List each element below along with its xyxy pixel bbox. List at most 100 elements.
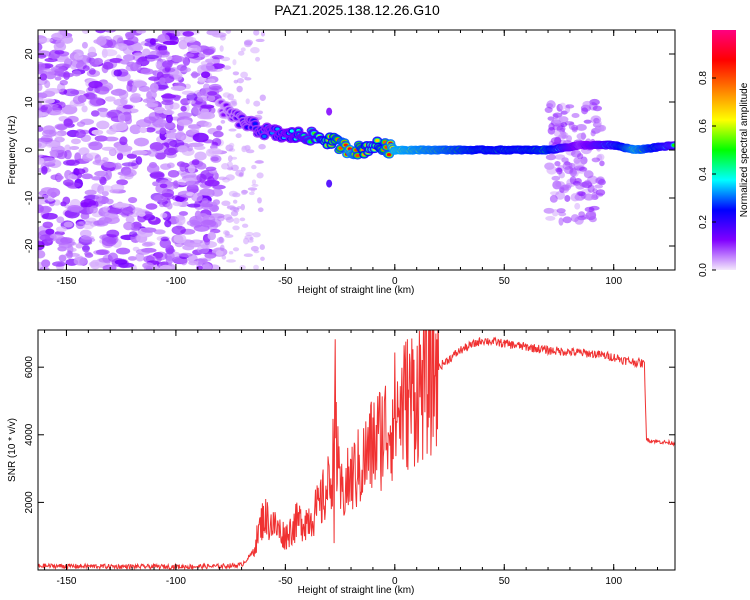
spectrogram-cell <box>97 184 105 195</box>
spectrogram-cell <box>259 94 266 101</box>
spectrogram-cell <box>149 82 159 93</box>
spectrogram-cell <box>545 216 556 221</box>
spectrogram-cell <box>197 244 210 254</box>
spectrogram-cell <box>137 212 146 217</box>
spectrogram-cell <box>171 55 185 63</box>
spectrogram-cell <box>584 206 595 213</box>
spectrogram-cell <box>127 256 137 261</box>
spectrogram-cell <box>191 127 200 132</box>
spectrogram-cell <box>581 107 589 115</box>
spectrogram-cell <box>196 97 210 102</box>
spectrogram-cell <box>158 122 174 128</box>
spectrogram-cell <box>565 104 575 109</box>
spectrogram-cell <box>90 110 100 117</box>
snr-x-tick-label: -150 <box>56 576 76 587</box>
spectrogram-cell <box>204 121 212 128</box>
spectrogram-y-axis-label: Frequency (Hz) <box>7 116 18 185</box>
spectrogram-cell <box>135 156 143 165</box>
spectrogram-cell <box>54 50 65 55</box>
spectrogram-cell <box>244 234 253 240</box>
snr-y-tick-label: 6000 <box>24 356 35 379</box>
spectrogram-cell <box>258 143 266 150</box>
spectrogram-cell <box>74 129 86 139</box>
spectrogram-cell <box>257 197 262 204</box>
spectrogram-cell <box>38 157 45 165</box>
spectrogram-cell <box>247 239 254 243</box>
spectrogram-cell <box>95 86 110 95</box>
spectrogram-cell <box>55 226 67 233</box>
spectrogram-cell <box>101 49 118 57</box>
spectrogram-cell <box>200 71 211 79</box>
spectrogram-cell <box>39 157 56 165</box>
spectrogram-cell <box>55 237 71 245</box>
spectrogram-cell <box>73 52 84 61</box>
colorbar-tick-label: 0.2 <box>698 215 709 229</box>
spectrogram-cell <box>196 213 210 222</box>
spectrogram-cell <box>594 184 604 189</box>
spectrogram-cell <box>558 212 567 217</box>
spectrogram-cell <box>59 79 68 86</box>
spectrogram-cell <box>257 207 264 213</box>
spectrogram-cell <box>187 44 202 54</box>
spectrogram-cell <box>62 196 71 205</box>
spectrogram-cell <box>176 130 185 141</box>
spectrogram-cell <box>165 114 173 124</box>
spectrogram-cell <box>236 77 245 84</box>
spectrogram-cell <box>101 146 116 151</box>
spectrogram-cell <box>66 250 73 259</box>
spectrogram-cell <box>81 105 88 113</box>
spectrogram-cell <box>224 231 231 236</box>
spectrogram-cell <box>543 207 555 214</box>
snr-y-axis-label: SNR (10 * v/v) <box>7 418 18 482</box>
spectrogram-cell <box>41 129 57 138</box>
spectrogram-cell <box>154 251 168 261</box>
snr-series-line <box>38 330 675 570</box>
spectrogram-cell <box>238 172 244 177</box>
spectrogram-cell <box>239 217 246 222</box>
spectrogram-cell <box>145 127 156 133</box>
spectrogram-cell <box>231 156 238 160</box>
spectrogram-cell <box>49 150 59 158</box>
spectrogram-cell <box>228 128 237 132</box>
spectrogram-cell <box>38 70 48 75</box>
spectrogram-cell <box>255 56 261 62</box>
spectrogram-cell <box>123 221 134 231</box>
spectrogram-cell <box>223 65 232 70</box>
spectrogram-cell <box>65 159 80 166</box>
spectrogram-cell <box>232 247 240 252</box>
spectrogram-cell <box>564 195 571 202</box>
snr-y-tick-label: 2000 <box>24 491 35 514</box>
spectrogram-cell <box>71 70 82 77</box>
spectrogram-cell <box>143 241 156 246</box>
spectrogram-cell <box>254 160 265 164</box>
spectrogram-cell <box>163 147 177 156</box>
spectrogram-cell <box>38 204 44 214</box>
colorbar-label: Normalized spectral amplitude <box>739 82 750 217</box>
spectrogram-cell <box>205 166 217 171</box>
spectrogram-cell <box>44 103 59 108</box>
spectrogram-cell <box>185 180 199 187</box>
spectrogram-cell <box>201 258 208 264</box>
spectrogram-x-tick-label: 0 <box>392 276 398 287</box>
spectrogram-cell <box>194 151 207 161</box>
spectrogram-cell <box>245 231 254 237</box>
spectrogram-cell <box>225 216 234 223</box>
spectrogram-cell <box>155 61 162 68</box>
figure-title: PAZ1.2025.138.12.26.G10 <box>274 2 440 18</box>
spectrogram-cell <box>129 93 142 104</box>
spectrogram-cell <box>671 143 675 147</box>
spectrogram-cell <box>181 90 195 95</box>
spectrogram-cell <box>555 181 566 188</box>
spectrogram-cell <box>199 188 214 196</box>
spectrogram-cell <box>105 198 114 205</box>
spectrogram-cell <box>63 88 80 97</box>
spectrogram-cell <box>161 99 174 106</box>
spectrogram-cell <box>191 71 199 79</box>
spectrogram-cell <box>61 35 74 44</box>
spectrogram-cell <box>63 118 73 127</box>
spectrogram-cell <box>583 119 592 124</box>
spectrogram-cell <box>207 231 217 241</box>
spectrogram-cell <box>139 126 148 134</box>
spectrogram-cell <box>200 200 214 210</box>
